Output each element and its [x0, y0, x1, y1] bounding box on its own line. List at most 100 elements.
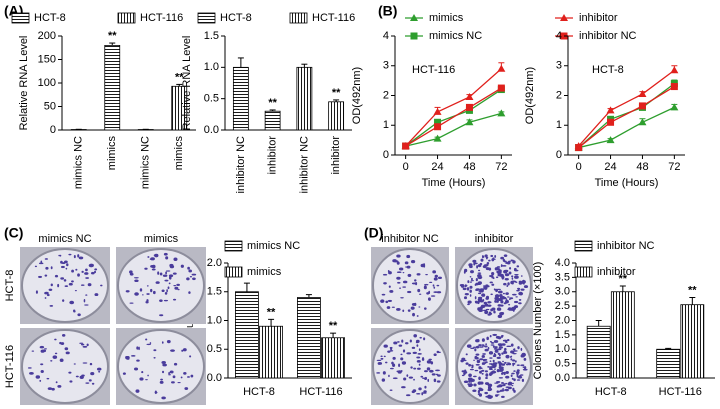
- colony: [94, 268, 98, 271]
- significance: **: [108, 30, 117, 42]
- colony: [135, 389, 140, 393]
- marker: [465, 92, 474, 100]
- colony: [478, 292, 482, 295]
- colony: [27, 367, 32, 369]
- colony: [416, 392, 421, 395]
- colony: [477, 381, 482, 385]
- colony: [82, 362, 88, 364]
- colony: [416, 344, 419, 347]
- colony: [43, 348, 47, 350]
- colony: [433, 286, 436, 289]
- colony: [504, 278, 509, 281]
- colony: [141, 370, 144, 374]
- colony: [484, 310, 489, 315]
- colony: [498, 384, 503, 388]
- dish: [456, 248, 532, 323]
- colony: [488, 368, 493, 370]
- colony: [413, 378, 415, 381]
- colony: [60, 342, 65, 345]
- colony: [39, 345, 45, 349]
- colony: [510, 358, 513, 361]
- dish: [21, 329, 109, 404]
- colony: [420, 375, 424, 378]
- legend-label: inhibitor: [597, 266, 636, 278]
- marker: [497, 109, 506, 117]
- colony: [470, 277, 473, 281]
- colony: [146, 293, 150, 295]
- colony: [436, 380, 441, 383]
- colony: [512, 260, 516, 264]
- colony: [475, 278, 478, 282]
- colony: [139, 377, 144, 381]
- colony: [502, 388, 504, 391]
- colony: [420, 263, 426, 268]
- colony: [493, 310, 496, 314]
- colony: [77, 254, 80, 258]
- colony: [509, 297, 514, 300]
- colony: [514, 275, 519, 279]
- colony: [382, 273, 388, 276]
- y-tick-label: 1.0: [207, 314, 222, 326]
- legend-label: mimics: [247, 266, 282, 278]
- colony: [381, 378, 386, 382]
- y-tick-label: 50: [44, 100, 56, 112]
- x-tick-label: HCT-116: [299, 386, 342, 398]
- x-tick-label: mimics: [106, 136, 118, 171]
- colony: [510, 355, 513, 358]
- colony: [484, 255, 487, 257]
- colony: [493, 347, 498, 350]
- colony: [164, 279, 169, 282]
- colony: [515, 296, 518, 298]
- colony: [400, 353, 403, 356]
- colony: [85, 268, 88, 272]
- marker: [410, 14, 418, 21]
- colony: [496, 356, 501, 359]
- y-tick-label: 4: [383, 30, 389, 42]
- colony: [398, 344, 403, 347]
- colony: [512, 387, 515, 392]
- colony: [502, 339, 508, 342]
- x-tick-label: mimics NC: [140, 136, 152, 189]
- colony: [495, 288, 498, 293]
- colony: [518, 302, 522, 305]
- marker: [497, 84, 505, 92]
- colony: [418, 306, 421, 308]
- colony: [380, 357, 384, 360]
- y-tick-label: 0.0: [204, 124, 219, 136]
- colony: [478, 366, 482, 370]
- colony: [392, 377, 398, 380]
- colony: [392, 259, 397, 263]
- colony: [502, 360, 504, 363]
- colony: [501, 384, 506, 387]
- colony: [421, 358, 425, 361]
- colony: [44, 291, 49, 295]
- colony: [460, 359, 464, 363]
- colony: [192, 277, 196, 281]
- colony: [511, 277, 514, 280]
- bar: [656, 348, 681, 379]
- colony: [466, 344, 472, 348]
- colony: [68, 371, 72, 374]
- colony: [190, 374, 194, 378]
- colony: [522, 366, 526, 369]
- plate-photo: [371, 247, 449, 324]
- colony: [134, 279, 139, 282]
- colony: [490, 344, 495, 346]
- colony: [136, 359, 140, 362]
- y-axis-label: Relative RNA Level: [181, 36, 193, 131]
- y-tick-label: 3: [556, 60, 562, 72]
- colony: [173, 362, 178, 366]
- colony: [492, 345, 495, 348]
- colony: [510, 350, 514, 353]
- colony: [516, 265, 520, 268]
- colony: [418, 348, 421, 351]
- colony: [472, 389, 477, 393]
- colony: [500, 334, 504, 338]
- colony: [494, 382, 499, 384]
- colony: [481, 362, 486, 365]
- y-tick-label: 0: [383, 149, 389, 161]
- bar: [232, 66, 249, 131]
- colony: [512, 349, 515, 351]
- colony: [400, 357, 404, 361]
- colony: [159, 380, 164, 384]
